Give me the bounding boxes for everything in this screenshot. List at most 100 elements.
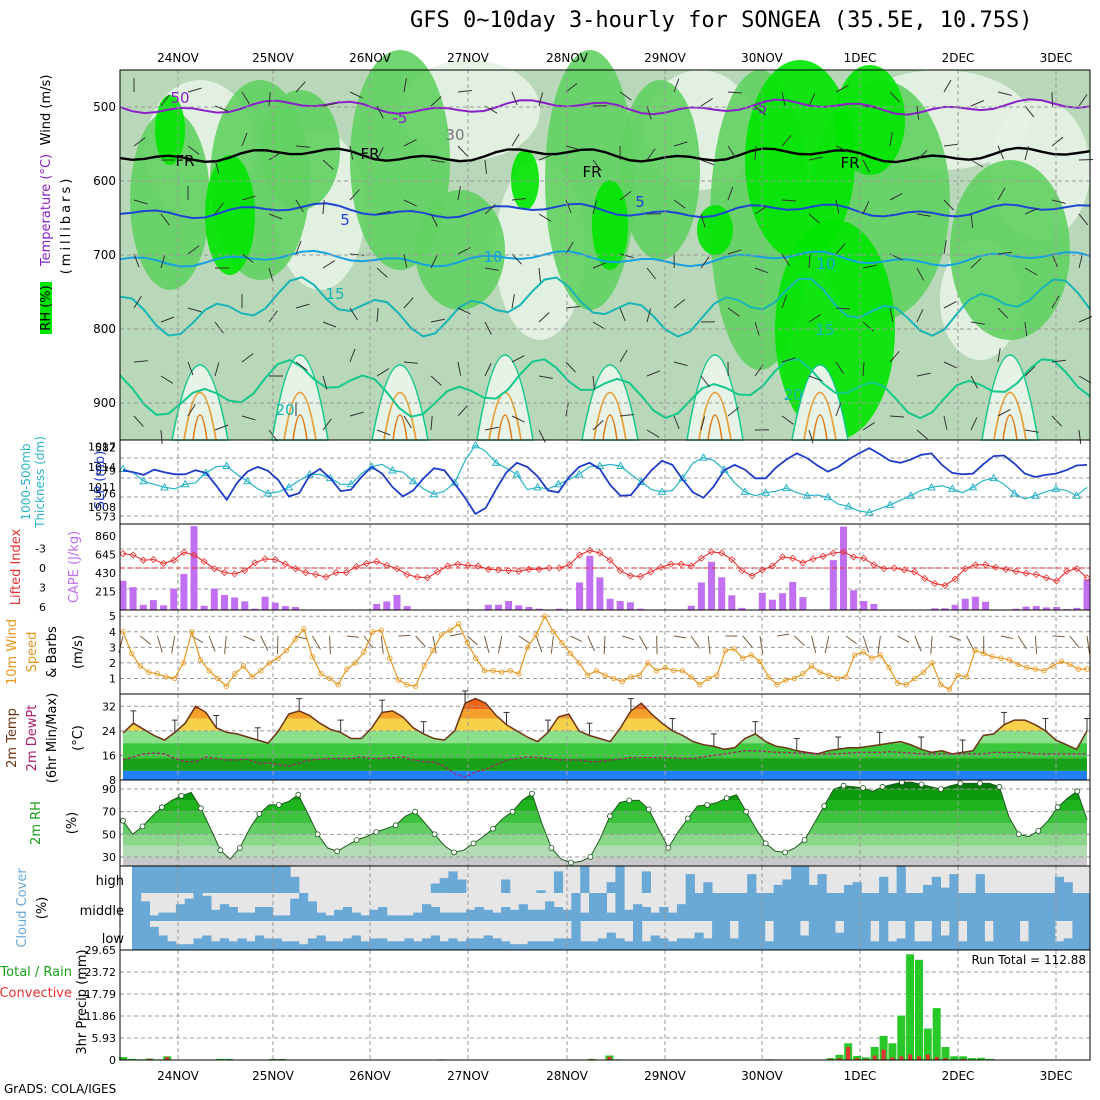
temp-contour-30	[1002, 414, 1018, 441]
thickness-point	[243, 476, 252, 485]
date-label-top: 24NOV	[157, 51, 199, 65]
rh-band	[123, 800, 1087, 812]
wind-barb	[376, 147, 384, 161]
cape-bar	[495, 604, 502, 610]
wind-speed-point	[473, 655, 479, 661]
rh-point	[782, 849, 788, 856]
wind-speed-point	[533, 632, 539, 638]
wind-barb	[700, 159, 715, 166]
lifted-index-point	[220, 568, 229, 577]
rh-point	[957, 780, 964, 787]
cloud-cover-bar-middle	[685, 893, 695, 921]
wind-speed-point	[722, 647, 729, 654]
wind-barb-10m	[518, 635, 531, 644]
wind-speed-point	[335, 682, 341, 688]
slp-panel	[119, 439, 1091, 525]
cloud-cover-bar-middle	[369, 909, 379, 921]
cloud-cover-bar-high	[931, 876, 941, 893]
wind-barb	[619, 91, 632, 101]
wind-barb	[214, 202, 224, 215]
thickness-tick-label: 579	[95, 465, 116, 478]
rh-point	[723, 795, 730, 801]
temperature-axis-label: Temperature (°C)	[39, 154, 54, 267]
lifted-index-point	[687, 562, 695, 570]
cloud-cover-bar-middle	[676, 904, 687, 921]
wind-barb	[835, 145, 849, 153]
temp-band	[123, 700, 1087, 710]
wind-speed-point	[800, 671, 806, 677]
cape-bar	[728, 595, 736, 610]
cape-bar	[586, 555, 594, 610]
wind-barb	[565, 145, 580, 151]
slp-tick-label: 1011	[88, 481, 116, 494]
cloud-cover-bar-low	[905, 921, 915, 950]
rh-point	[607, 813, 613, 820]
wind-barb	[565, 83, 578, 93]
wind-barb	[781, 253, 791, 266]
cloud-cover-bar-low	[764, 941, 774, 950]
cloud-cover-bar-middle	[518, 904, 528, 921]
wind-barb	[133, 360, 148, 363]
lifted-index-point	[271, 555, 279, 564]
precip-tick-label: 29.65	[85, 944, 117, 957]
rh-point	[295, 791, 302, 798]
wind-barb	[322, 102, 337, 107]
temperature-line	[122, 697, 1088, 755]
temp-contour-25	[593, 391, 627, 441]
cape-bar	[271, 602, 279, 610]
temp-tick-label: 32	[102, 700, 116, 713]
cloud-cover-bar-middle	[553, 907, 564, 921]
cloud-cover-bar-low	[887, 941, 898, 950]
wind-barb	[430, 159, 445, 163]
wind-barb	[943, 79, 952, 93]
cloud-cover-bar-middle	[940, 893, 950, 921]
wind-barb	[295, 361, 308, 371]
cape-bar	[1032, 606, 1040, 610]
rh-point	[879, 783, 886, 790]
cloud-cover-bar-low	[219, 938, 230, 950]
cloud-cover-bar-low	[492, 938, 502, 950]
wind-speed-point	[180, 660, 186, 666]
pressure-tick-label: 700	[93, 248, 116, 262]
rh-point	[353, 837, 360, 843]
lifted-index-tick-label: 3	[39, 582, 46, 595]
thickness-tick-label: 573	[95, 510, 116, 523]
cloud-cover-bar-high	[1063, 882, 1073, 893]
contour-label: 15	[815, 321, 834, 339]
wind-barb-10m	[914, 635, 922, 652]
wind-barb	[997, 251, 1012, 255]
rh-band	[123, 856, 1087, 866]
wind-barb	[997, 348, 1001, 363]
lifted-index-point	[129, 551, 137, 559]
wind-barb	[943, 415, 948, 430]
lifted-index-point	[180, 548, 188, 556]
lifted-index-point	[728, 555, 736, 564]
wind-barb-10m	[1052, 635, 1065, 638]
cloud-cover-bar-middle	[650, 912, 660, 921]
thickness-point	[740, 487, 750, 495]
cloud-cover-bar-high	[896, 866, 906, 893]
lifted-index-point	[342, 568, 350, 577]
date-label-bottom: 25NOV	[252, 1069, 294, 1083]
cape-bar	[1012, 608, 1020, 610]
rh-band	[123, 845, 1087, 857]
wind-axis-label: Wind (m/s)	[39, 75, 54, 146]
wind-barb	[808, 375, 823, 382]
cloud-cover-bar-low	[369, 938, 379, 950]
wind-barb	[700, 213, 706, 228]
wind-barb	[970, 257, 982, 269]
cloud-cover-bar-middle	[307, 901, 317, 921]
wind-barb	[673, 141, 688, 147]
cloud-cover-bar-low	[351, 935, 361, 950]
wind-barb-10m	[759, 635, 764, 654]
wind-barb	[538, 312, 550, 323]
lifted-index-point	[910, 568, 919, 576]
cloud-cover-bar-high	[228, 866, 238, 893]
wind-barb	[457, 307, 471, 315]
thickness-point	[699, 453, 708, 461]
cloud-cover-bar-low	[782, 921, 792, 950]
wind-barb	[241, 415, 256, 421]
wind-speed-point	[705, 675, 711, 682]
thickness-axis-label-2: Thickness (dm)	[33, 436, 47, 529]
wind-barb	[700, 256, 710, 269]
